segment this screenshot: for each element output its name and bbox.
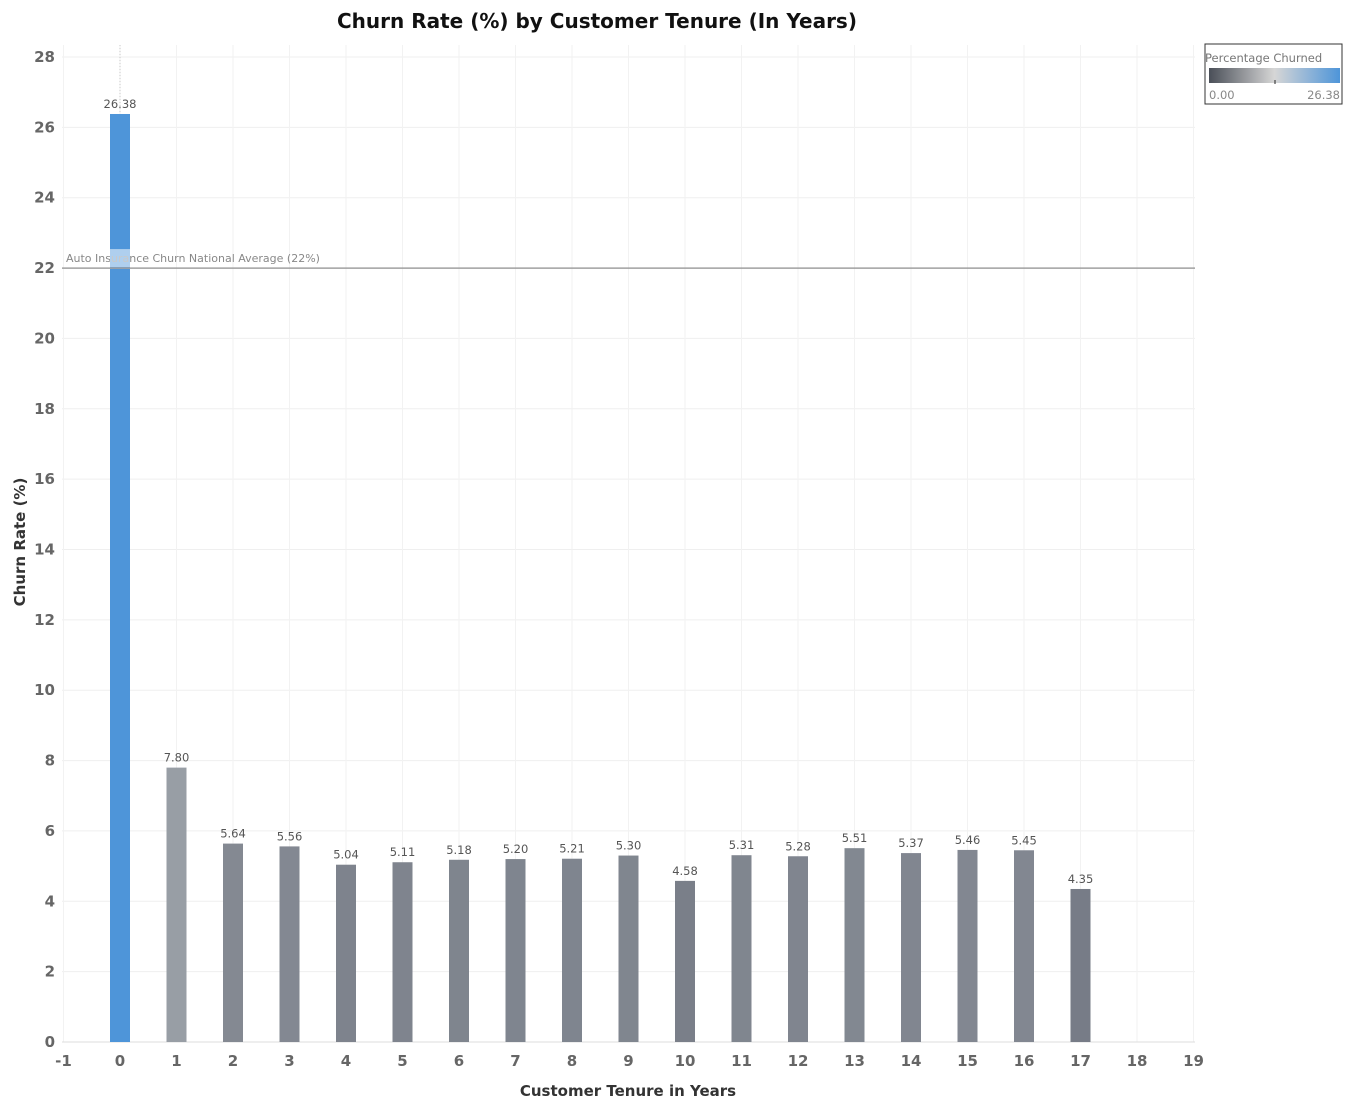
x-tick-label: 4 (341, 1052, 351, 1070)
x-tick-label: 0 (115, 1052, 125, 1070)
y-tick-label: 8 (45, 752, 55, 770)
x-tick-label: 8 (567, 1052, 577, 1070)
bar (279, 846, 300, 1042)
y-tick-label: 24 (34, 189, 55, 207)
bar (844, 848, 865, 1042)
x-tick-label: 16 (1014, 1052, 1035, 1070)
data-label: 5.46 (955, 833, 981, 847)
x-tick-label: -1 (55, 1052, 72, 1070)
data-label: 5.45 (1011, 833, 1037, 847)
data-label: 5.51 (842, 831, 868, 845)
bar (788, 856, 808, 1042)
y-tick-label: 20 (34, 329, 55, 347)
y-tick-label: 16 (34, 470, 55, 488)
data-label: 5.11 (390, 845, 416, 859)
bar (1070, 888, 1091, 1042)
data-label: 5.37 (898, 836, 924, 850)
x-tick-label: 2 (228, 1052, 238, 1070)
bar (901, 853, 921, 1042)
reference-line-group: Auto Insurance Churn National Average (2… (62, 249, 1195, 269)
bar (957, 849, 978, 1042)
bar (336, 864, 356, 1042)
data-label: 5.64 (220, 827, 246, 841)
x-tick-label: 9 (623, 1052, 633, 1070)
color-legend: Percentage Churned 0.00 26.38 (1204, 43, 1343, 105)
x-axis: -1 0 1 2 3 4 5 6 7 8 9 10 11 12 13 14 15 16 17 18 19 (55, 1052, 1204, 1070)
x-axis-title: Customer Tenure in Years (520, 1082, 736, 1100)
x-tick-label: 14 (901, 1052, 922, 1070)
data-label: 4.35 (1068, 872, 1094, 886)
x-tick-label: 15 (957, 1052, 978, 1070)
legend-title: Percentage Churned (1205, 51, 1322, 65)
y-tick-label: 4 (45, 892, 55, 910)
x-tick-label: 6 (454, 1052, 464, 1070)
data-label: 4.58 (672, 864, 698, 878)
y-tick-label: 26 (34, 118, 55, 136)
x-tick-label: 19 (1183, 1052, 1204, 1070)
bar (562, 858, 582, 1042)
bar (166, 767, 187, 1042)
y-tick-label: 18 (34, 400, 55, 418)
y-tick-label: 12 (34, 611, 55, 629)
x-tick-label: 13 (844, 1052, 865, 1070)
bar (1014, 850, 1034, 1042)
x-tick-label: 17 (1070, 1052, 1091, 1070)
data-label: 5.31 (729, 838, 755, 852)
y-axis-title: Churn Rate (%) (11, 478, 29, 607)
y-tick-label: 6 (45, 822, 55, 840)
data-label: 5.56 (277, 829, 303, 843)
y-tick-label: 10 (34, 681, 55, 699)
bar (731, 855, 752, 1042)
data-label: 5.20 (503, 842, 529, 856)
x-tick-label: 11 (731, 1052, 752, 1070)
bar (618, 855, 639, 1042)
legend-max-label: 26.38 (1307, 88, 1340, 102)
data-label: 5.18 (446, 843, 472, 857)
data-label: 5.21 (559, 842, 585, 856)
bar (449, 859, 469, 1042)
y-tick-label: 0 (45, 1033, 55, 1051)
bar (392, 862, 413, 1042)
data-label: 5.30 (616, 839, 642, 853)
x-tick-label: 1 (171, 1052, 181, 1070)
bar (505, 859, 526, 1042)
bar (675, 880, 695, 1042)
chart-title: Churn Rate (%) by Customer Tenure (In Ye… (337, 9, 857, 33)
data-label: 5.28 (785, 839, 811, 853)
data-label: 26.38 (104, 97, 137, 111)
legend-gradient-bar (1209, 68, 1340, 83)
data-label: 5.04 (333, 848, 359, 862)
reference-label-backdrop (110, 249, 130, 268)
y-tick-label: 22 (34, 259, 55, 277)
bar (110, 113, 130, 1043)
reference-line-label: Auto Insurance Churn National Average (2… (66, 252, 320, 265)
data-labels: 26.38 7.80 5.64 5.56 5.04 5.11 5.18 5.20 5.21 5.3… (104, 97, 1094, 886)
x-tick-label: 3 (284, 1052, 294, 1070)
x-tick-label: 5 (397, 1052, 407, 1070)
bar (223, 843, 243, 1042)
legend-min-label: 0.00 (1209, 88, 1235, 102)
x-tick-label: 7 (510, 1052, 520, 1070)
bars (110, 113, 1091, 1043)
data-label: 7.80 (164, 751, 190, 765)
x-tick-label: 10 (675, 1052, 696, 1070)
y-tick-label: 2 (45, 963, 55, 981)
x-tick-label: 12 (788, 1052, 809, 1070)
x-tick-label: 18 (1127, 1052, 1148, 1070)
y-tick-label: 28 (34, 48, 55, 66)
y-tick-label: 14 (34, 541, 55, 559)
